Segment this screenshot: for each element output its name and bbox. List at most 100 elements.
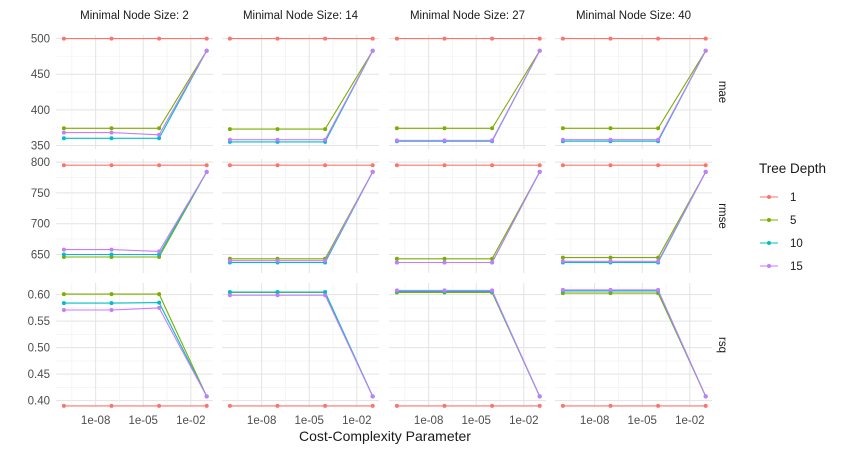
- data-point: [157, 249, 162, 254]
- legend-title: Tree Depth: [759, 161, 826, 176]
- data-point: [656, 137, 661, 142]
- series-line-depth-10: [229, 171, 374, 264]
- data-point: [703, 403, 708, 408]
- data-point: [109, 247, 114, 252]
- data-point: [370, 163, 375, 168]
- data-point: [61, 252, 66, 257]
- data-point: [157, 136, 162, 141]
- data-point: [109, 136, 114, 141]
- data-point: [537, 36, 542, 41]
- data-point: [490, 138, 495, 143]
- data-point: [370, 403, 375, 408]
- data-point: [157, 126, 162, 131]
- data-point: [703, 169, 708, 174]
- series-line-depth-15: [63, 50, 208, 136]
- x-tick-label: 1e-05: [295, 415, 324, 427]
- series-line-depth-15: [396, 50, 541, 141]
- column-strip-label: Minimal Node Size: 14: [243, 10, 359, 22]
- series-line-depth-15: [63, 171, 208, 252]
- data-point: [537, 394, 542, 399]
- legend-label: 5: [790, 215, 796, 227]
- y-tick-label: 0.40: [28, 396, 50, 408]
- data-point: [61, 403, 66, 408]
- data-point: [490, 260, 495, 265]
- series-line-depth-15: [396, 171, 541, 264]
- row-strip-label: rsq: [716, 337, 728, 353]
- legend-key-point: [767, 264, 771, 268]
- series-line-depth-10: [63, 50, 208, 139]
- data-point: [275, 290, 280, 294]
- x-tick-label: 1e-02: [176, 415, 205, 427]
- data-point: [442, 163, 447, 168]
- data-point: [227, 403, 232, 408]
- legend-item: 1: [760, 192, 796, 204]
- series-line-depth-5: [396, 50, 541, 129]
- series-line-depth-15: [562, 50, 707, 141]
- data-point: [703, 394, 708, 399]
- data-point: [560, 259, 565, 264]
- data-point: [560, 137, 565, 142]
- legend-item: 5: [760, 215, 796, 227]
- data-point: [656, 163, 661, 168]
- data-point: [442, 36, 447, 41]
- series-line-depth-15: [63, 307, 208, 397]
- column-strip-label: Minimal Node Size: 40: [576, 10, 691, 22]
- data-point: [227, 163, 232, 168]
- x-axis-ticks: 1e-08 1e-05 1e-02 1e-08 1e-05 1e-02 1e-08 1e-05…: [81, 415, 705, 427]
- data-point: [323, 36, 328, 41]
- data-point: [608, 255, 613, 260]
- data-point: [109, 36, 114, 41]
- facet-panel: [389, 283, 546, 408]
- y-tick-label: 800: [31, 157, 50, 169]
- data-point: [109, 126, 114, 131]
- series-line-depth-15: [562, 289, 707, 397]
- data-point: [656, 287, 661, 292]
- column-strip-label: Minimal Node Size: 2: [80, 10, 189, 22]
- series-line-depth-15: [396, 289, 541, 397]
- data-point: [656, 36, 661, 41]
- data-point: [442, 138, 447, 143]
- data-point: [537, 48, 542, 53]
- data-point: [227, 137, 232, 142]
- data-point: [394, 256, 399, 261]
- data-point: [394, 138, 399, 143]
- data-point: [394, 288, 399, 293]
- data-point: [656, 259, 661, 264]
- facet-panel: [222, 35, 379, 149]
- data-point: [61, 308, 66, 312]
- data-point: [323, 403, 328, 408]
- series-line-depth-15: [229, 50, 374, 141]
- data-point: [61, 247, 66, 252]
- data-point: [157, 132, 162, 137]
- x-tick-label: 1e-08: [81, 415, 110, 427]
- data-point: [560, 403, 565, 408]
- y-tick-label: 0.50: [28, 343, 50, 355]
- data-point: [61, 126, 66, 131]
- data-point: [227, 293, 232, 298]
- legend-key-point: [767, 218, 771, 222]
- y-tick-label: 400: [31, 105, 50, 117]
- data-point: [275, 258, 280, 263]
- x-tick-label: 1e-02: [342, 415, 371, 427]
- data-point: [537, 163, 542, 168]
- panels-layer: [56, 35, 712, 408]
- data-point: [490, 126, 495, 131]
- data-point: [442, 126, 447, 131]
- data-point: [370, 36, 375, 41]
- data-point: [157, 403, 162, 408]
- data-point: [227, 258, 232, 263]
- series-line-depth-15: [562, 171, 707, 262]
- row-strip-label: rmse: [716, 203, 728, 229]
- facet-panel: [56, 159, 213, 273]
- x-tick-label: 1e-08: [414, 415, 443, 427]
- data-point: [370, 394, 375, 399]
- data-point: [394, 126, 399, 131]
- x-tick-label: 1e-08: [580, 415, 609, 427]
- series-line-depth-10: [396, 171, 541, 264]
- data-point: [323, 258, 328, 263]
- facet-panel: [56, 283, 213, 408]
- data-point: [537, 403, 542, 408]
- data-point: [323, 293, 328, 298]
- data-point: [560, 255, 565, 260]
